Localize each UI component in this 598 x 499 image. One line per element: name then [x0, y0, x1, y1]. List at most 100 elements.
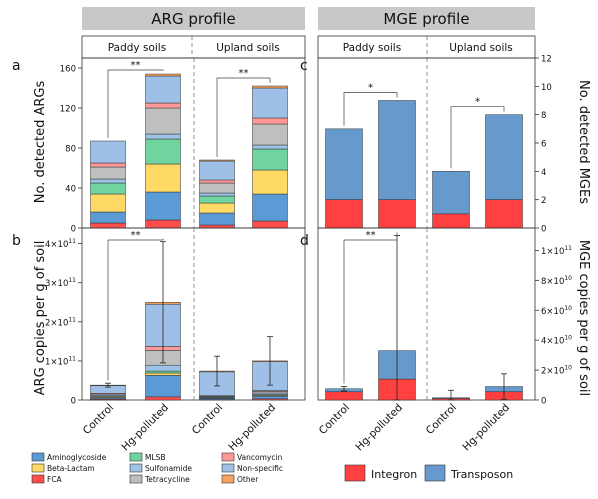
arg-header: ARG profile	[151, 10, 235, 28]
bar-c-0-transposon	[325, 128, 363, 200]
bar-a-2-non-specific	[199, 160, 235, 181]
bar-a-0-aminoglycoside	[90, 211, 126, 224]
ytick-exponent: 10	[564, 305, 572, 312]
ytick-exponent: 10	[564, 365, 572, 372]
xtick-label-d-3: Hg-polluted	[460, 402, 512, 454]
bar-c-1-transposon	[378, 100, 416, 200]
mge-header-bg	[318, 7, 535, 30]
bar-a-3-aminoglycoside	[252, 193, 288, 222]
bar-b-1-fca	[145, 396, 181, 401]
bar-a-2-fca	[199, 224, 235, 229]
legend-swatch-tetracycline	[129, 474, 143, 484]
bar-c-0-integron	[325, 199, 363, 229]
legend-swatch-mlsb	[129, 452, 143, 462]
bar-a-2-tetracycline	[199, 182, 235, 194]
significance-label-b: **	[131, 230, 141, 241]
bar-c-2-integron	[432, 213, 470, 229]
ytick-label-b: 1×1011	[45, 355, 76, 367]
ytick-label-c: 2	[541, 196, 546, 206]
ytick-label-b: 2×1011	[45, 316, 76, 328]
legend-swatch-beta-lactam	[31, 463, 45, 473]
bar-a-0-beta-lactam	[90, 193, 126, 213]
ytick-exponent: 11	[564, 245, 572, 252]
legend-swatch-vancomycin	[221, 452, 235, 462]
panel-a: 0 40 80 120 160 ** **	[60, 57, 306, 235]
panel-letter-d: d	[300, 233, 309, 249]
bar-a-2-mlsb	[199, 195, 235, 204]
bar-a-0-fca	[90, 222, 126, 229]
ytick-label-c: 10	[541, 83, 552, 93]
arg-legend: Aminoglycoside Beta-Lactam FCA MLSB Sulfonam…	[31, 452, 283, 484]
ytick-label-c: 4	[541, 168, 546, 178]
ytick-exponent: 11	[68, 316, 76, 323]
legend-label-fca: FCA	[47, 475, 63, 484]
ytick-label-d: 0	[541, 397, 546, 407]
bar-a-0-mlsb	[90, 182, 126, 195]
bar-a-3-other	[252, 85, 288, 89]
ytick-label-b: 4×1011	[45, 238, 76, 250]
legend-swatch-aminoglycoside	[31, 452, 45, 462]
significance-label-d: **	[366, 230, 376, 241]
ytick-exponent: 11	[68, 238, 76, 245]
bar-a-3-beta-lactam	[252, 169, 288, 195]
bar-a-1-other	[145, 73, 181, 77]
ytick-label-c: 8	[541, 111, 546, 121]
ytick-exponent: 10	[564, 275, 572, 282]
bar-b-1-aminoglycoside	[145, 375, 181, 398]
significance-bracket-b	[107, 238, 164, 381]
bar-d-0-integron	[325, 391, 363, 401]
bar-a-1-fca	[145, 219, 181, 229]
bar-c-3-integron	[485, 199, 523, 229]
legend-swatch-integron	[344, 464, 366, 482]
panel-letter-c: c	[300, 58, 308, 74]
xtick-label-b-3: Hg-polluted	[226, 402, 278, 454]
ytick-label-d: 8×1010	[541, 275, 572, 287]
legend-swatch-non-specific	[221, 463, 235, 473]
arg-header-bg	[82, 7, 305, 30]
legend-label-sulfonamide: Sulfonamide	[145, 464, 192, 473]
bar-a-3-non-specific	[252, 87, 288, 119]
ytick-label-a: 80	[65, 145, 76, 155]
ytick-label-d: 1×1011	[541, 245, 572, 257]
bar-a-1-vancomycin	[145, 102, 181, 109]
legend-label-transposon: Transposon	[450, 468, 513, 481]
bar-a-2-sulfonamide	[199, 192, 235, 197]
bar-a-0-sulfonamide	[90, 178, 126, 184]
mge-group-paddy: Paddy soils	[343, 42, 401, 54]
ytick-exponent: 11	[68, 277, 76, 284]
panel-c: 0 2 4 6 8 10 12 * *	[317, 55, 552, 235]
x-tick-labels: Control Hg-polluted Control Hg-polluted Cont…	[81, 402, 512, 454]
ytick-label-a: 0	[71, 225, 76, 235]
significance-bracket-a	[107, 69, 164, 138]
bar-c-2-transposon	[432, 171, 470, 215]
panel-d: 0 2×1010 4×1010 6×1010 8×1010 1×1011 **	[317, 227, 572, 407]
ytick-label-b: 0	[71, 397, 76, 407]
bar-a-3-sulfonamide	[252, 144, 288, 150]
legend-label-beta-lactam: Beta-Lactam	[47, 464, 95, 473]
ytick-label-d: 2×1010	[541, 365, 572, 377]
legend-swatch-fca	[31, 474, 45, 484]
bar-b-1-beta-lactam	[145, 372, 181, 376]
ytick-label-a: 120	[60, 105, 76, 115]
legend-label-integron: Integron	[371, 468, 417, 481]
ylabel-c: No. detected MGEs	[576, 80, 591, 204]
ytick-exponent: 11	[68, 355, 76, 362]
xtick-label-b-2: Control	[190, 402, 225, 437]
significance-label-c: *	[368, 83, 373, 94]
bar-a-0-vancomycin	[90, 162, 126, 168]
bar-a-1-aminoglycoside	[145, 191, 181, 221]
bar-a-1-beta-lactam	[145, 163, 181, 193]
bar-a-2-vancomycin	[199, 179, 235, 184]
legend-label-aminoglycoside: Aminoglycoside	[47, 453, 107, 462]
legend-label-mlsb: MLSB	[145, 453, 166, 462]
legend-swatch-sulfonamide	[129, 463, 143, 473]
bar-a-1-mlsb	[145, 138, 181, 165]
significance-label-c: *	[475, 97, 480, 108]
significance-label-a: **	[131, 60, 141, 71]
panel-b: 0 1×1011 2×1011 3×1011 4×1011 **	[45, 227, 306, 407]
bar-c-3-transposon	[485, 114, 523, 200]
bar-a-3-fca	[252, 220, 288, 229]
bar-b-1-sulfonamide	[145, 364, 181, 372]
